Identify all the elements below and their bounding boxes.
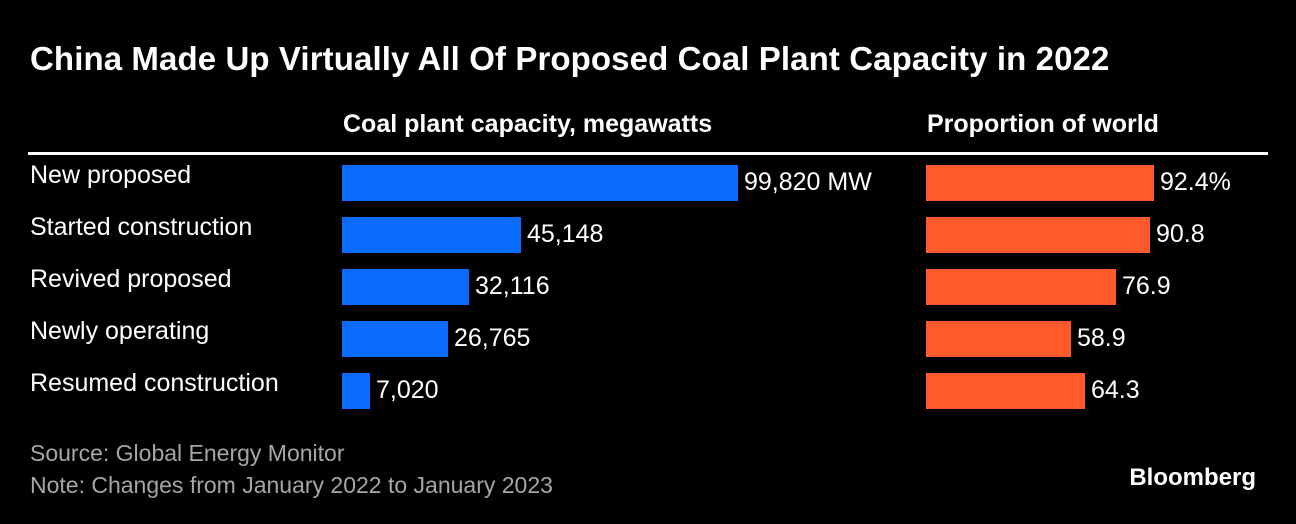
capacity-column-header: Coal plant capacity, megawatts [343,110,713,138]
bloomberg-logo: Bloomberg [1129,464,1256,491]
capacity-bar [342,217,521,253]
proportion-value-label: 64.3 [1091,376,1140,404]
capacity-bar [342,165,738,201]
proportion-bar [926,217,1150,253]
capacity-bar [342,321,448,357]
row-label: Newly operating [30,317,210,345]
source-note: Source: Global Energy Monitor [30,440,345,466]
proportion-value-label: 76.9 [1122,272,1171,300]
proportion-value-label: 92.4% [1160,168,1231,196]
proportion-column-header: Proportion of world [927,110,1159,138]
chart-title: China Made Up Virtually All Of Proposed … [30,40,1110,77]
row-label: Resumed construction [30,369,279,397]
row-label: New proposed [30,161,192,189]
proportion-value-label: 58.9 [1077,324,1126,352]
capacity-value-label: 26,765 [454,324,531,352]
capacity-value-label: 7,020 [376,376,439,404]
header-rule [28,152,1268,155]
proportion-value-label: 90.8 [1156,220,1205,248]
proportion-bar [926,321,1071,357]
proportion-bar [926,373,1085,409]
capacity-value-label: 45,148 [527,220,604,248]
capacity-bar [342,269,469,305]
proportion-bar [926,269,1116,305]
capacity-value-label: 99,820 MW [744,168,872,196]
capacity-bar [342,373,370,409]
capacity-value-label: 32,116 [475,272,550,300]
row-label: Started construction [30,213,253,241]
row-label: Revived proposed [30,265,232,293]
proportion-bar [926,165,1154,201]
footnote: Note: Changes from January 2022 to Janua… [30,472,553,498]
